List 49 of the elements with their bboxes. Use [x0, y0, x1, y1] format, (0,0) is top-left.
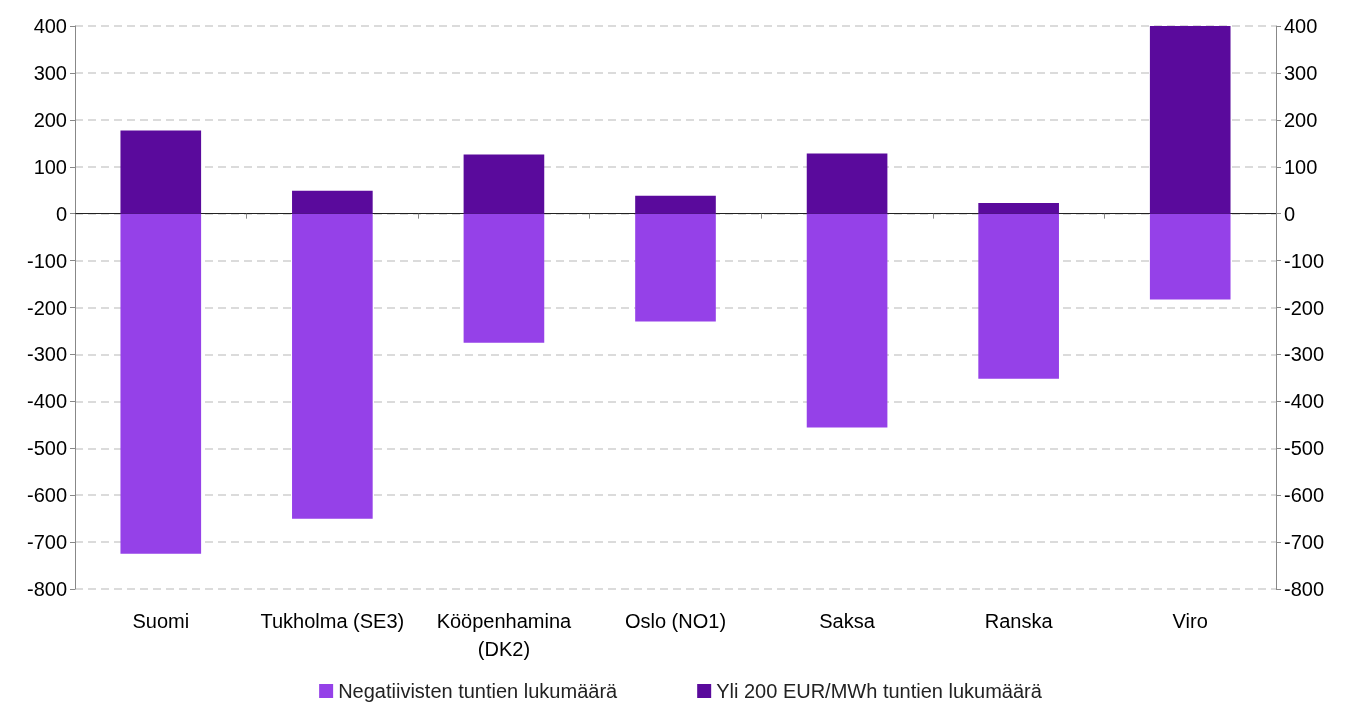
y2-tick-label: -300	[1284, 343, 1325, 366]
x-tick-label: Tukholma (SE3)	[260, 610, 405, 632]
y-tick-label: -100	[26, 249, 67, 272]
x-tick-label: Oslo (NO1)	[624, 610, 727, 632]
bar	[806, 153, 888, 214]
y-tick-label: 300	[33, 61, 67, 84]
bar	[978, 202, 1059, 214]
y-tick-label: -300	[26, 343, 67, 366]
y2-tick-label: -400	[1284, 390, 1325, 413]
bar	[978, 213, 1059, 379]
y-tick-label: 200	[33, 108, 67, 131]
y-tick-label: -800	[26, 578, 67, 600]
y2-tick-label: -700	[1284, 531, 1325, 554]
y2-tick-label: 200	[1284, 108, 1318, 131]
y2-tick-label: -100	[1284, 249, 1325, 272]
y2-tick-label: 400	[1284, 15, 1318, 37]
bar	[806, 213, 888, 428]
y2-tick-label: -500	[1284, 437, 1325, 460]
y-tick-label: 400	[33, 15, 67, 37]
y2-tick-label: 100	[1284, 155, 1318, 178]
x-tick-label: Kööpenhamina (DK2)	[436, 610, 573, 660]
y2-tick-label: 0	[1284, 202, 1296, 225]
bar	[635, 213, 716, 322]
legend-label: Yli 200 EUR/MWh tuntien lukumäärä	[716, 680, 1043, 702]
y-tick-label: -200	[26, 296, 67, 319]
y2-tick-label: -600	[1284, 484, 1325, 507]
y-tick-label: -700	[26, 531, 67, 554]
y-tick-label: -400	[26, 390, 67, 413]
bar	[635, 195, 716, 214]
x-tick-label: Suomi	[132, 610, 190, 632]
bar	[1149, 213, 1231, 300]
bar	[1149, 26, 1231, 214]
legend-label: Negatiivisten tuntien lukumäärä	[338, 680, 619, 702]
y-tick-label: 100	[33, 155, 67, 178]
x-tick-label: Ranska	[984, 610, 1054, 632]
bar	[292, 190, 373, 214]
x-tick-label: Saksa	[819, 610, 876, 632]
y2-tick-label: -200	[1284, 296, 1325, 319]
bar	[120, 213, 202, 554]
y2-tick-label: -800	[1284, 578, 1325, 600]
bar	[463, 154, 545, 214]
y-tick-label: 0	[55, 202, 67, 225]
x-tick-label: Viro	[1172, 610, 1208, 632]
y-tick-label: -600	[26, 484, 67, 507]
bar	[120, 130, 202, 214]
y2-tick-label: 300	[1284, 61, 1318, 84]
bar	[292, 213, 373, 519]
bar	[463, 213, 545, 343]
y-tick-label: -500	[26, 437, 67, 460]
